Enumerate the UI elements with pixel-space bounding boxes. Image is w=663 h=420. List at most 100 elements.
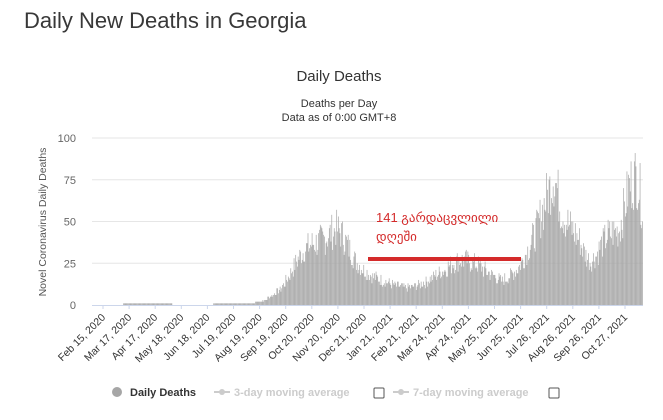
bar — [347, 239, 348, 305]
bar — [310, 246, 312, 305]
bar — [357, 273, 359, 305]
legend-item-daily-deaths[interactable]: Daily Deaths — [112, 387, 196, 399]
bar — [255, 301, 256, 305]
bar — [272, 296, 274, 305]
bar — [170, 303, 172, 305]
bar — [461, 254, 463, 305]
bar — [378, 281, 379, 305]
bar — [238, 303, 240, 305]
bar — [587, 259, 588, 305]
bar — [548, 179, 550, 305]
bar — [592, 253, 594, 305]
bar — [610, 236, 611, 305]
bar — [375, 271, 377, 305]
bar — [128, 303, 130, 305]
bar — [215, 303, 217, 305]
bar — [296, 261, 297, 305]
bar — [244, 303, 246, 305]
bar — [153, 303, 155, 305]
bar — [557, 169, 559, 305]
bar — [242, 303, 244, 305]
bar — [538, 213, 539, 305]
bar — [590, 266, 592, 305]
bar — [574, 241, 575, 305]
bar — [431, 274, 433, 305]
bar — [373, 278, 374, 305]
bar — [564, 224, 565, 305]
bar — [278, 293, 279, 305]
bar — [583, 243, 584, 305]
bar — [408, 286, 410, 305]
bar — [572, 221, 574, 305]
bar — [488, 271, 490, 305]
bar — [315, 251, 316, 305]
bar — [247, 303, 249, 305]
bar — [287, 281, 288, 305]
bar — [142, 303, 143, 305]
bar — [460, 263, 461, 305]
bar — [228, 303, 230, 305]
bar — [381, 284, 383, 305]
bar — [465, 251, 466, 305]
bar — [454, 273, 456, 305]
bar — [163, 303, 165, 305]
bar — [585, 249, 587, 305]
bar — [281, 288, 283, 305]
bar — [476, 268, 478, 305]
bar — [365, 279, 367, 305]
bar — [620, 241, 621, 305]
bar — [351, 264, 353, 305]
legend-item-7-day-average[interactable]: 7-day moving average — [393, 387, 529, 399]
bar — [581, 248, 583, 305]
bar — [474, 268, 476, 305]
bar — [358, 269, 360, 305]
checkbox-3-day-average[interactable] — [373, 387, 385, 399]
bar — [223, 303, 224, 305]
bar — [262, 299, 264, 305]
annotation-text-line1: 141 გარდაცვლილი — [376, 210, 499, 225]
bar — [342, 244, 344, 305]
y-tick-label-75: 75 — [64, 175, 76, 187]
bar — [597, 251, 598, 305]
bar — [156, 303, 158, 305]
bar — [606, 239, 608, 305]
bar — [134, 303, 136, 305]
bar — [638, 199, 640, 305]
bar — [393, 284, 395, 305]
bar — [501, 281, 502, 305]
legend-item-3-day-average[interactable]: 3-day moving average — [214, 387, 350, 399]
bar — [498, 273, 500, 305]
bar — [146, 303, 147, 305]
bar — [254, 303, 256, 305]
bar — [418, 279, 420, 305]
bar — [269, 298, 270, 305]
bar — [347, 234, 349, 305]
bar — [505, 281, 506, 305]
bar — [391, 288, 392, 305]
bar — [397, 281, 398, 305]
bar — [288, 278, 290, 305]
bar — [477, 271, 479, 305]
bar — [123, 303, 124, 305]
bar — [584, 261, 586, 305]
bar — [306, 243, 307, 305]
bar — [308, 251, 310, 305]
bar — [531, 234, 533, 305]
bar — [135, 303, 137, 305]
bar — [367, 279, 369, 305]
bar — [464, 256, 465, 305]
bar — [164, 303, 166, 305]
bar — [274, 293, 275, 305]
bar — [570, 221, 572, 305]
bar — [321, 228, 323, 305]
bar — [616, 226, 618, 305]
bar — [333, 228, 335, 305]
bar — [386, 283, 388, 305]
bar — [468, 254, 470, 305]
bar — [138, 303, 140, 305]
bar — [392, 279, 393, 305]
bar — [312, 244, 314, 305]
bar — [270, 296, 272, 305]
checkbox-7-day-average[interactable] — [548, 387, 560, 399]
bar — [342, 221, 343, 305]
